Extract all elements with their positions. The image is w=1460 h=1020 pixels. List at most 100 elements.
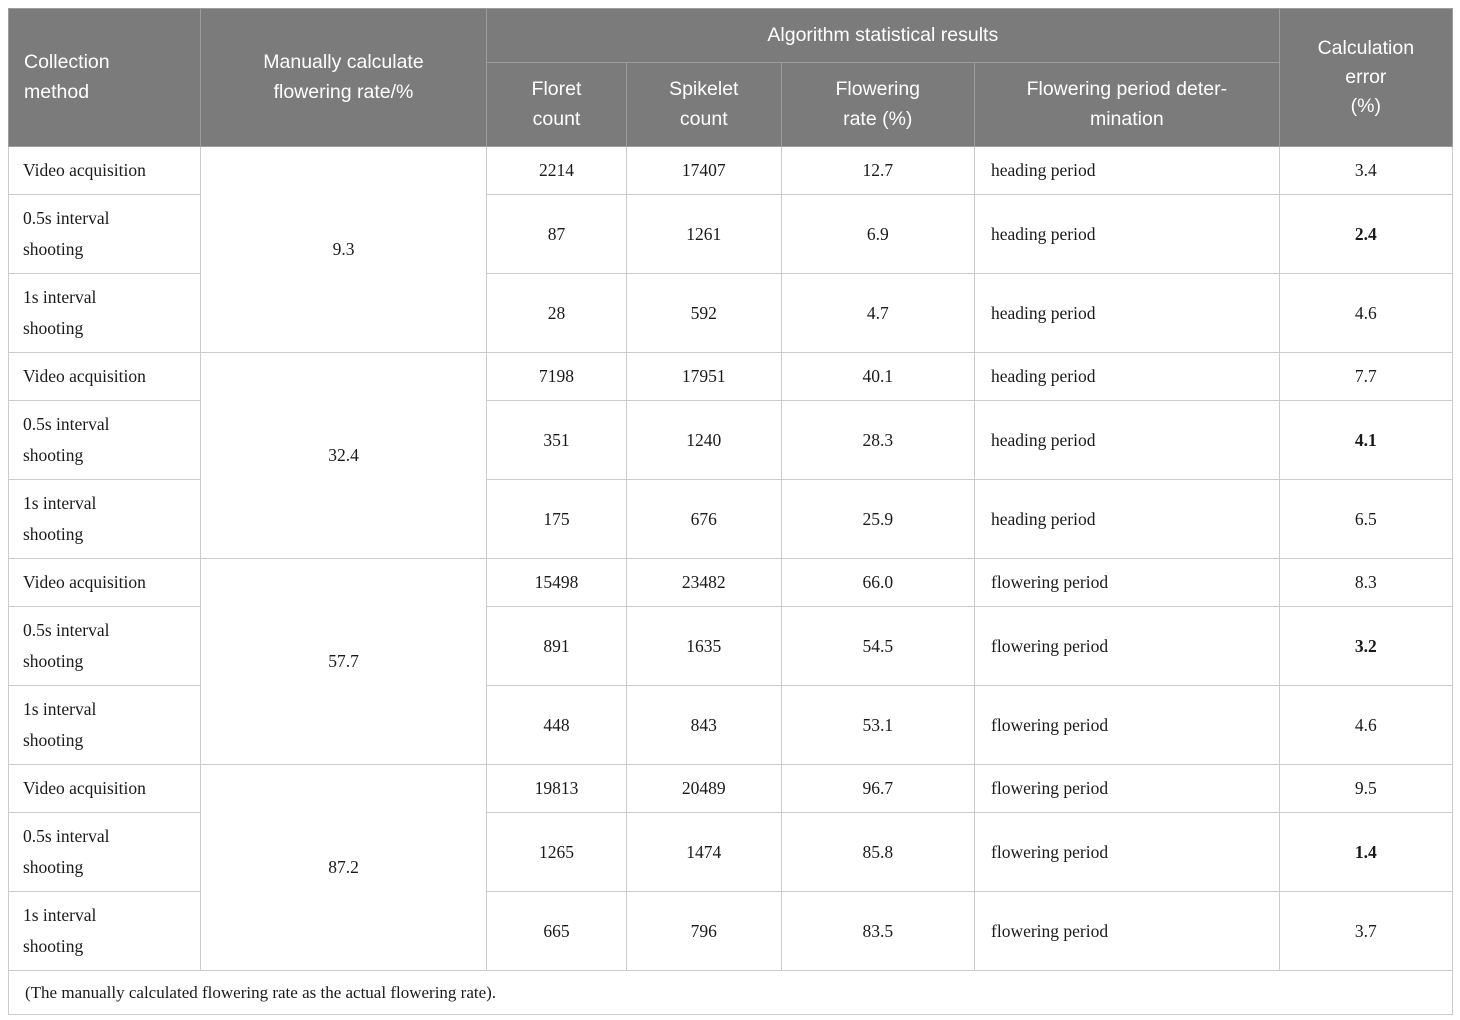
cell-error: 4.6	[1278, 685, 1454, 765]
cell-period: heading period	[974, 273, 1280, 353]
table-row: Video acquisition 9.3 2214 17407 12.7 he…	[7, 146, 1454, 353]
cell-method: 1s interval shooting	[7, 273, 202, 353]
header-collection-method: Collection method	[7, 8, 202, 147]
cell-flowering-rate: 40.1	[780, 352, 976, 401]
table-row: 1s interval shooting 448 843 53.1 flower…	[7, 685, 1454, 765]
cell-flowering-rate: 53.1	[780, 685, 976, 765]
cell-floret-count: 28	[485, 273, 628, 353]
cell-flowering-rate: 54.5	[780, 606, 976, 686]
cell-flowering-rate: 83.5	[780, 891, 976, 971]
cell-method: 0.5s interval shooting	[7, 812, 202, 892]
table-row: 0.5s interval shooting 351 1240 28.3 hea…	[7, 400, 1454, 480]
cell-period: flowering period	[974, 812, 1280, 892]
cell-method: 1s interval shooting	[7, 891, 202, 971]
cell-floret-count: 2214	[485, 146, 628, 195]
cell-method: Video acquisition	[7, 558, 202, 607]
cell-method: Video acquisition	[7, 352, 202, 401]
header-floret-count: Floret count	[485, 62, 628, 147]
cell-period: heading period	[974, 352, 1280, 401]
cell-spikelet-count: 1474	[626, 812, 782, 892]
cell-period: flowering period	[974, 606, 1280, 686]
cell-spikelet-count: 17951	[626, 352, 782, 401]
table-row: Video acquisition 87.2 19813 20489 96.7 …	[7, 764, 1454, 971]
cell-period: flowering period	[974, 764, 1280, 813]
table-body: Video acquisition 9.3 2214 17407 12.7 he…	[7, 146, 1454, 1015]
cell-period: heading period	[974, 146, 1280, 195]
cell-error: 6.5	[1278, 479, 1454, 559]
cell-period: flowering period	[974, 685, 1280, 765]
cell-flowering-rate: 4.7	[780, 273, 976, 353]
cell-floret-count: 19813	[485, 764, 628, 813]
cell-error: 7.7	[1278, 352, 1454, 401]
cell-spikelet-count: 1261	[626, 194, 782, 274]
cell-method: 0.5s interval shooting	[7, 606, 202, 686]
cell-spikelet-count: 592	[626, 273, 782, 353]
cell-error: 3.2	[1278, 606, 1454, 686]
cell-floret-count: 448	[485, 685, 628, 765]
cell-method: 1s interval shooting	[7, 685, 202, 765]
cell-flowering-rate: 6.9	[780, 194, 976, 274]
cell-error: 3.4	[1278, 146, 1454, 195]
cell-spikelet-count: 20489	[626, 764, 782, 813]
header-calculation-error: Calculation error (%)	[1278, 8, 1454, 147]
cell-flowering-rate: 85.8	[780, 812, 976, 892]
header-row-sub: Floret count Spikelet count Flowering ra…	[9, 62, 1453, 147]
cell-floret-count: 7198	[485, 352, 628, 401]
cell-flowering-rate: 12.7	[780, 146, 976, 195]
header-algorithm-group: Algorithm statistical results	[485, 8, 1280, 63]
cell-method: 0.5s interval shooting	[7, 194, 202, 274]
table-row: 1s interval shooting 175 676 25.9 headin…	[7, 479, 1454, 559]
table-row: 0.5s interval shooting 891 1635 54.5 flo…	[7, 606, 1454, 686]
cell-error: 4.6	[1278, 273, 1454, 353]
table-row: 0.5s interval shooting 1265 1474 85.8 fl…	[7, 812, 1454, 892]
cell-error: 3.7	[1278, 891, 1454, 971]
cell-floret-count: 87	[485, 194, 628, 274]
cell-method: Video acquisition	[7, 146, 202, 195]
cell-error: 1.4	[1278, 812, 1454, 892]
table-row: 1s interval shooting 28 592 4.7 heading …	[7, 273, 1454, 353]
header-period-determination: Flowering period deter- mination	[974, 62, 1280, 147]
cell-error: 9.5	[1278, 764, 1454, 813]
flowering-rate-results-table: Collection method Manually calculate flo…	[7, 8, 1454, 1015]
cell-floret-count: 891	[485, 606, 628, 686]
cell-floret-count: 1265	[485, 812, 628, 892]
cell-flowering-rate: 25.9	[780, 479, 976, 559]
cell-spikelet-count: 1240	[626, 400, 782, 480]
cell-spikelet-count: 796	[626, 891, 782, 971]
cell-flowering-rate: 66.0	[780, 558, 976, 607]
header-flowering-rate: Flowering rate (%)	[780, 62, 976, 147]
cell-method: 0.5s interval shooting	[7, 400, 202, 480]
table-row: 0.5s interval shooting 87 1261 6.9 headi…	[7, 194, 1454, 274]
cell-method: 1s interval shooting	[7, 479, 202, 559]
cell-manual-rate: 32.4	[200, 352, 487, 559]
cell-floret-count: 665	[485, 891, 628, 971]
header-row-top: Collection method Manually calculate flo…	[7, 8, 1454, 147]
cell-flowering-rate: 28.3	[780, 400, 976, 480]
cell-method: Video acquisition	[7, 764, 202, 813]
cell-period: heading period	[974, 194, 1280, 274]
cell-spikelet-count: 676	[626, 479, 782, 559]
cell-flowering-rate: 96.7	[780, 764, 976, 813]
header-spikelet-count: Spikelet count	[626, 62, 782, 147]
footnote-row: (The manually calculated flowering rate …	[8, 970, 1453, 1015]
cell-manual-rate: 9.3	[200, 146, 487, 353]
cell-spikelet-count: 23482	[626, 558, 782, 607]
table-footnote: (The manually calculated flowering rate …	[8, 970, 1453, 1015]
cell-manual-rate: 57.7	[200, 558, 487, 765]
cell-manual-rate: 87.2	[200, 764, 487, 971]
cell-floret-count: 351	[485, 400, 628, 480]
cell-spikelet-count: 17407	[626, 146, 782, 195]
cell-spikelet-count: 1635	[626, 606, 782, 686]
cell-period: flowering period	[974, 558, 1280, 607]
table-header: Collection method Manually calculate flo…	[7, 8, 1454, 147]
table-row: Video acquisition 57.7 15498 23482 66.0 …	[7, 558, 1454, 765]
cell-error: 2.4	[1278, 194, 1454, 274]
cell-period: flowering period	[974, 891, 1280, 971]
cell-floret-count: 175	[485, 479, 628, 559]
cell-spikelet-count: 843	[626, 685, 782, 765]
cell-period: heading period	[974, 479, 1280, 559]
cell-floret-count: 15498	[485, 558, 628, 607]
header-manual-rate: Manually calculate flowering rate/%	[200, 8, 487, 147]
cell-period: heading period	[974, 400, 1280, 480]
